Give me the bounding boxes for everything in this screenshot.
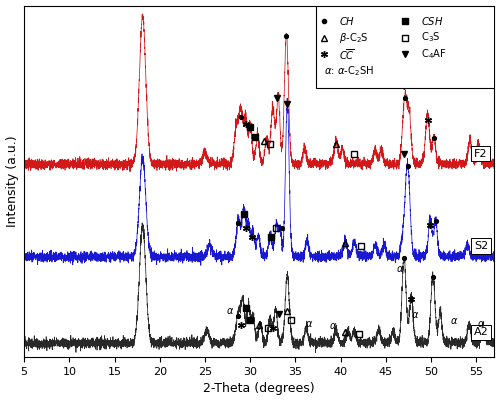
Text: C$_3$S: C$_3$S — [420, 30, 440, 45]
X-axis label: 2-Theta (degrees): 2-Theta (degrees) — [204, 383, 315, 395]
Text: $\alpha$: $\alpha$ — [410, 310, 419, 320]
Text: $\mathit{CH}$: $\mathit{CH}$ — [339, 15, 355, 27]
Text: $\alpha$: $\alpha$-C$_2$SH: $\alpha$: $\alpha$-C$_2$SH — [324, 65, 374, 78]
Text: $\alpha$: $\alpha$ — [450, 316, 458, 326]
Text: C$_4$AF: C$_4$AF — [420, 48, 446, 61]
Text: $C\overline{C}$: $C\overline{C}$ — [339, 47, 355, 62]
Text: S2: S2 — [474, 241, 488, 251]
Y-axis label: Intensity (a.u.): Intensity (a.u.) — [6, 136, 18, 227]
Text: A2: A2 — [474, 328, 488, 338]
FancyBboxPatch shape — [316, 6, 496, 88]
Text: $\alpha$: $\alpha$ — [476, 320, 485, 329]
Text: F2: F2 — [474, 149, 488, 159]
Text: $\alpha$: $\alpha$ — [305, 320, 313, 329]
Text: $\beta$-C$_2$S: $\beta$-C$_2$S — [339, 30, 369, 45]
Text: $\mathit{CSH}$: $\mathit{CSH}$ — [420, 15, 443, 27]
Text: $\alpha$: $\alpha$ — [330, 321, 338, 331]
Text: $\alpha$: $\alpha$ — [396, 264, 404, 274]
Text: $\alpha$: $\alpha$ — [226, 306, 234, 316]
